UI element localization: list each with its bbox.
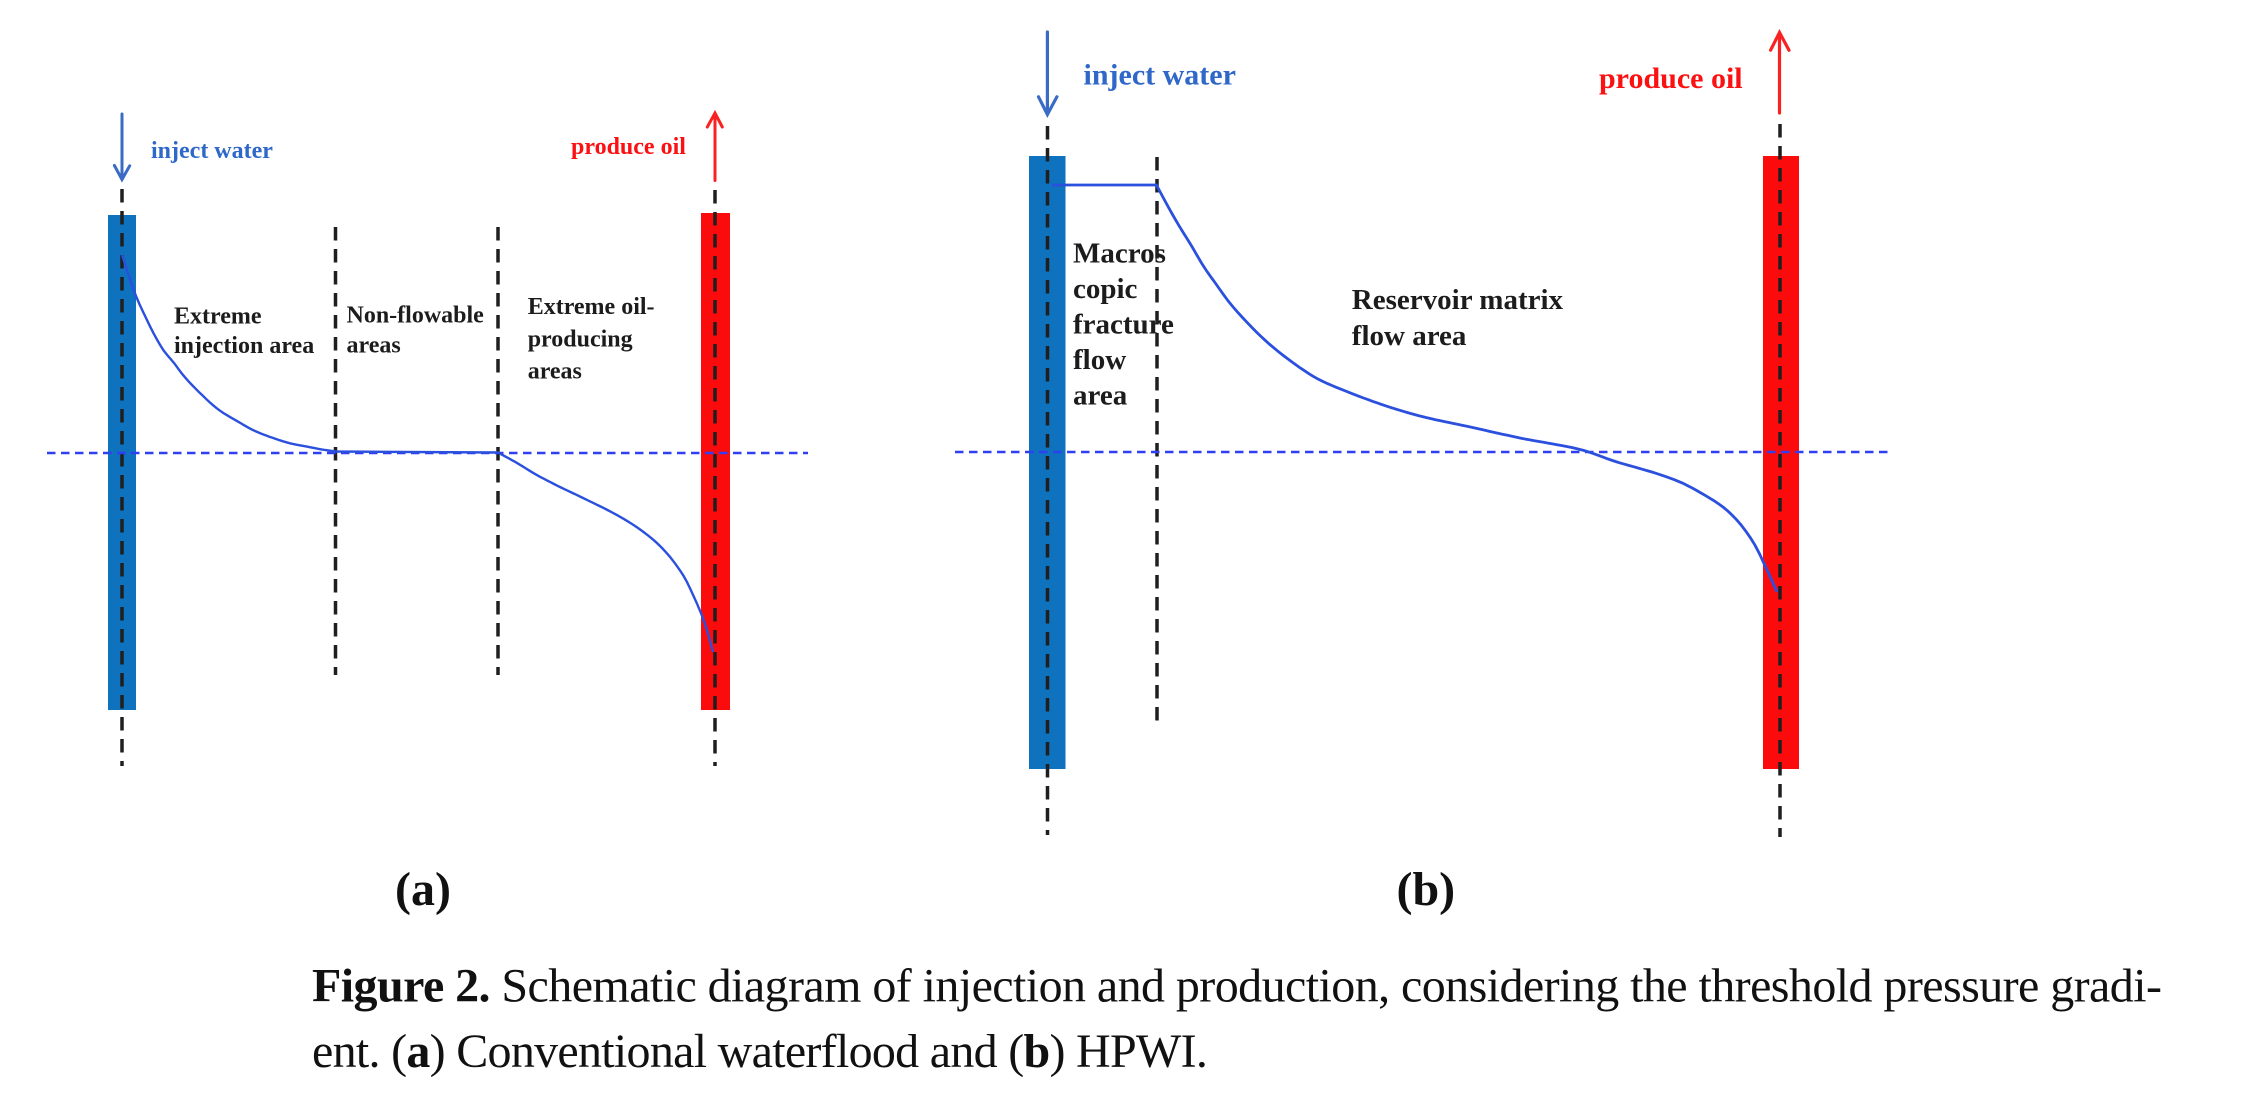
- svg-text:Non-flowable: Non-flowable: [347, 303, 485, 329]
- svg-text:Macros: Macros: [1073, 238, 1166, 270]
- svg-text:injection area: injection area: [174, 333, 314, 359]
- svg-text:producing: producing: [528, 327, 633, 353]
- svg-text:produce oil: produce oil: [571, 134, 686, 160]
- svg-text:areas: areas: [528, 359, 582, 385]
- svg-text:Extreme: Extreme: [174, 304, 262, 330]
- svg-text:inject water: inject water: [1084, 59, 1236, 92]
- svg-text:Figure 2. Schematic diagram of: Figure 2. Schematic diagram of injection…: [312, 960, 2161, 1013]
- svg-text:Reservoir matrix: Reservoir matrix: [1352, 284, 1564, 316]
- svg-text:copic: copic: [1073, 273, 1138, 305]
- svg-text:Extreme oil-: Extreme oil-: [528, 294, 655, 320]
- svg-text:produce oil: produce oil: [1599, 62, 1743, 95]
- svg-text:flow: flow: [1073, 344, 1126, 376]
- svg-text:inject water: inject water: [151, 138, 273, 164]
- svg-text:fracture: fracture: [1073, 309, 1174, 341]
- svg-text:area: area: [1073, 380, 1128, 412]
- svg-text:areas: areas: [347, 333, 401, 359]
- svg-text:ent. (a) Conventional waterflo: ent. (a) Conventional waterflood and (b)…: [312, 1025, 1207, 1078]
- svg-text:(b): (b): [1397, 863, 1456, 916]
- svg-text:(a): (a): [395, 863, 451, 916]
- svg-text:flow area: flow area: [1352, 320, 1467, 352]
